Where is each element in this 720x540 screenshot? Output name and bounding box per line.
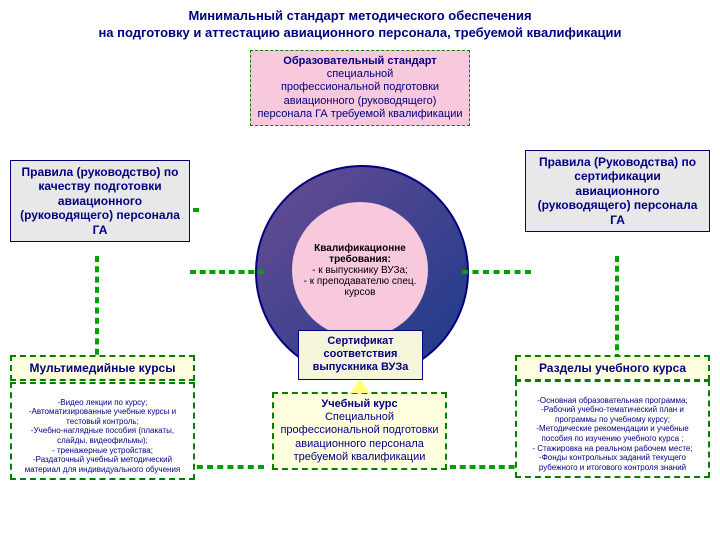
sections-body: -Основная образовательная программа; -Ра… bbox=[515, 380, 710, 478]
edu-body: профессиональной подготовки авиационного… bbox=[257, 81, 462, 119]
connector-line bbox=[95, 256, 99, 365]
main-title: Минимальный стандарт методического обесп… bbox=[8, 8, 712, 42]
edu-sub: специальной bbox=[327, 68, 394, 80]
right-rules-box: Правила (Руководства) по сертификации ав… bbox=[525, 150, 710, 232]
course-body: Специальной профессиональной подготовки … bbox=[280, 411, 438, 463]
connector-line bbox=[615, 256, 619, 360]
circle-title: Квалификационне требования: bbox=[298, 243, 422, 265]
arrow-up-icon bbox=[350, 379, 370, 393]
inner-circle: Квалификационне требования: - к выпускни… bbox=[292, 202, 428, 338]
educational-standard-box: Образовательный стандарт специальной про… bbox=[250, 50, 470, 126]
arrow-down-icon bbox=[350, 155, 366, 165]
multimedia-body: -Видео лекции по курсу; -Автоматизирован… bbox=[10, 382, 195, 480]
sections-title: Разделы учебного курса bbox=[515, 355, 710, 381]
left-rules-box: Правила (руководство) по качеству подгот… bbox=[10, 160, 190, 242]
circle-line2: - к преподавателю спец. курсов bbox=[298, 276, 422, 298]
multimedia-title: Мультимедийные курсы bbox=[10, 355, 195, 381]
connector-line bbox=[462, 270, 531, 274]
course-box: Учебный курс Специальной профессионально… bbox=[272, 392, 447, 470]
edu-heading: Образовательный стандарт bbox=[283, 55, 436, 67]
circle-line1: - к выпускнику ВУЗа; bbox=[312, 265, 408, 276]
certificate-box: Сертификат соответствия выпускника ВУЗа bbox=[298, 330, 423, 380]
connector-line bbox=[190, 270, 264, 274]
course-heading: Учебный курс bbox=[321, 398, 397, 410]
